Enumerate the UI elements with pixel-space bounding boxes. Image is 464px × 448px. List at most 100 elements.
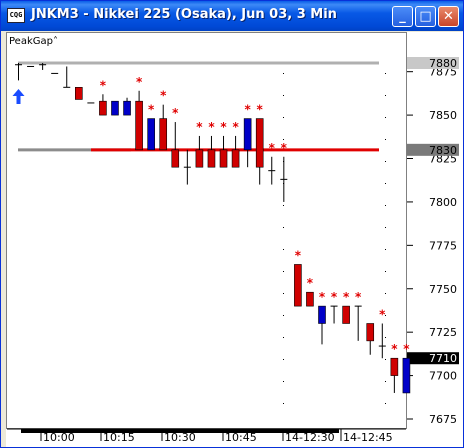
- candle-body: [306, 291, 314, 307]
- candle: *: [135, 75, 143, 151]
- y-tick-label: 7775: [429, 239, 457, 252]
- session-separator-dot: [385, 95, 386, 96]
- peakgap-star-marker: *: [355, 290, 362, 304]
- candle: [111, 100, 119, 116]
- peakgap-star-marker: *: [136, 75, 143, 89]
- candle-body: [390, 357, 399, 376]
- peakgap-star-marker: *: [343, 290, 350, 304]
- candle: *: [195, 120, 203, 168]
- candle: [15, 63, 22, 81]
- candle: *: [255, 103, 264, 185]
- peakgap-star-marker: *: [391, 342, 398, 356]
- cqg-app-icon[interactable]: CQG: [7, 8, 25, 23]
- price-box: [407, 57, 459, 69]
- y-tick-label: 7675: [429, 413, 457, 426]
- session-separator-dot: [385, 139, 386, 140]
- session-separator-dot: [283, 139, 284, 140]
- candle-body: [99, 100, 107, 116]
- candle: *: [294, 248, 302, 307]
- peakgap-star-marker: *: [232, 120, 239, 134]
- candle-body: [231, 149, 240, 168]
- peakgap-star-marker: *: [100, 78, 107, 92]
- peakgap-star-marker: *: [160, 89, 167, 103]
- peakgap-star-marker: *: [379, 307, 386, 321]
- candle: *: [378, 307, 386, 359]
- candle-body: [243, 118, 252, 151]
- title-bar[interactable]: CQG JNKM3 - Nikkei 225 (Osaka), Jun 03, …: [1, 1, 463, 31]
- session-separator-dot: [283, 315, 284, 316]
- peakgap-star-marker: *: [307, 276, 314, 290]
- peakgap-star-marker: *: [220, 120, 227, 134]
- session-separator-dot: [283, 337, 284, 338]
- peakgap-star-marker: *: [172, 106, 179, 120]
- buy-arrow-icon: [12, 89, 25, 104]
- candle-body: [207, 149, 216, 168]
- candle: *: [402, 342, 410, 394]
- chart-plot-area[interactable]: [6, 32, 407, 429]
- peakgap-star-marker: *: [244, 103, 251, 117]
- candle: *: [147, 103, 155, 151]
- session-separator-dot: [385, 381, 386, 382]
- candle: *: [342, 290, 350, 324]
- session-separator-dot: [385, 73, 386, 74]
- candle-body: [294, 264, 302, 307]
- candle: [75, 87, 83, 100]
- candle: [366, 323, 375, 355]
- price-box-label: 7830: [429, 144, 457, 157]
- candle-body: [366, 323, 375, 342]
- candle: *: [207, 120, 216, 168]
- session-separator-dot: [385, 227, 386, 228]
- session-separator-dot: [385, 337, 386, 338]
- session-separator-dot: [283, 73, 284, 74]
- y-tick-label: 7800: [429, 196, 457, 209]
- session-separator-dot: [385, 403, 386, 404]
- x-tick-label: 10:45: [225, 431, 257, 444]
- candle: *: [268, 141, 276, 185]
- peakgap-star-marker: *: [319, 290, 326, 304]
- session-separator-dot: [283, 293, 284, 294]
- y-tick-label: 7750: [429, 283, 457, 296]
- time-axis-strip[interactable]: [6, 429, 463, 447]
- x-tick-label: 14-12:30: [285, 431, 335, 444]
- peakgap-star-marker: *: [331, 290, 338, 304]
- peakgap-star-marker: *: [257, 103, 264, 117]
- candle: *: [231, 120, 240, 168]
- peakgap-star-marker: *: [403, 342, 410, 356]
- study-label: PeakGap˄: [9, 35, 58, 47]
- session-separator-dot: [385, 117, 386, 118]
- peakgap-star-marker: *: [281, 141, 288, 155]
- candle-body: [255, 118, 264, 168]
- candle: *: [330, 290, 338, 324]
- session-separator-dot: [385, 183, 386, 184]
- session-separator-dot: [283, 227, 284, 228]
- maximize-button[interactable]: □: [415, 6, 436, 27]
- time-axis-bar: [21, 429, 339, 433]
- candle: [183, 149, 191, 185]
- minimize-button[interactable]: _: [392, 6, 413, 27]
- x-tick-label: 14-12:45: [343, 431, 393, 444]
- session-separator-dot: [385, 271, 386, 272]
- peakgap-star-marker: *: [208, 120, 215, 134]
- candle: *: [354, 290, 362, 341]
- session-separator-dot: [385, 359, 386, 360]
- x-tick-label: 10:00: [43, 431, 75, 444]
- session-separator-dot: [283, 95, 284, 96]
- y-tick-label: 7700: [429, 370, 457, 383]
- candle-body: [147, 118, 155, 151]
- session-separator-dot: [283, 117, 284, 118]
- session-separator-dot: [385, 293, 386, 294]
- candle: [123, 97, 131, 116]
- candle: *: [219, 120, 227, 168]
- peakgap-star-marker: *: [148, 103, 155, 117]
- candle-body: [75, 87, 83, 100]
- candle-body: [342, 305, 350, 324]
- peakgap-star-marker: *: [196, 120, 203, 134]
- candle-body: [171, 149, 180, 168]
- session-separator-dot: [385, 161, 386, 162]
- peakgap-star-marker: *: [295, 248, 302, 262]
- candle: *: [243, 103, 252, 168]
- candle-body: [159, 118, 168, 151]
- candle-body: [111, 100, 119, 116]
- close-button[interactable]: ✕: [438, 6, 459, 27]
